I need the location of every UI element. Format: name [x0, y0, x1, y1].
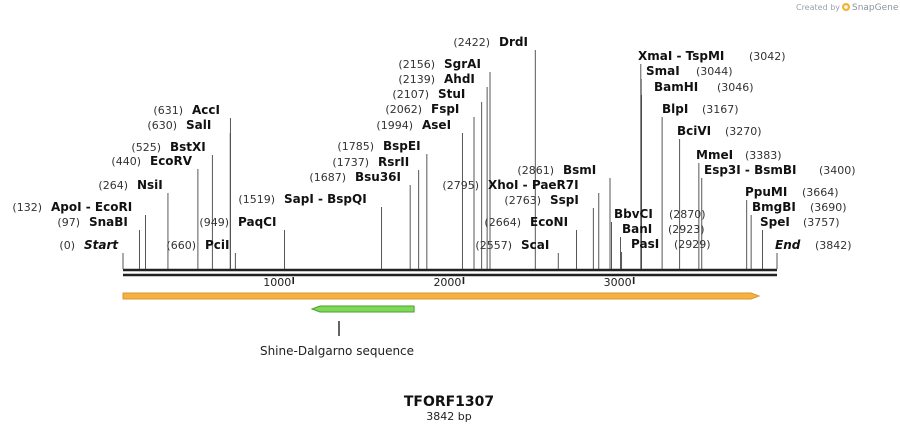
site-label-nsii: NsiI	[137, 178, 163, 192]
site-lines	[122, 50, 778, 269]
site-position: (1785)	[337, 140, 374, 153]
site-label-end: End	[775, 238, 801, 252]
site-position: (3044)	[696, 65, 733, 78]
site-label-stui: StuI	[438, 87, 465, 101]
site-position: (0)	[59, 239, 75, 252]
site-position: (525)	[131, 141, 161, 154]
site-position: (2664)	[484, 216, 521, 229]
site-position: (132)	[12, 201, 42, 214]
site-position: (660)	[166, 239, 196, 252]
site-position: (3042)	[749, 50, 786, 63]
site-position: (2422)	[453, 36, 490, 49]
snapgene-logo-icon	[842, 3, 850, 11]
site-label-ppumi: PpuMI	[745, 185, 787, 199]
credit-text: Created by	[796, 3, 840, 12]
site-position: (3757)	[803, 216, 840, 229]
site-position: (630)	[147, 119, 177, 132]
site-label-drdi: DrdI	[499, 35, 528, 49]
site-position: (3383)	[745, 149, 782, 162]
site-position: (3167)	[702, 103, 739, 116]
site-label-bstxi: BstXI	[170, 140, 206, 154]
site-label-bamhi: BamHI	[654, 80, 698, 94]
site-position: (2156)	[398, 58, 435, 71]
site-position: (2107)	[392, 88, 429, 101]
site-label-bsu36i: Bsu36I	[355, 170, 401, 184]
site-position: (2763)	[504, 194, 541, 207]
site-position: (949)	[199, 216, 229, 229]
site-label-acci: AccI	[192, 103, 220, 117]
shine-dalgarno-feature-arrow	[310, 305, 415, 313]
site-position: (2557)	[475, 239, 512, 252]
site-position: (1737)	[332, 156, 369, 169]
site-label-fspi: FspI	[431, 102, 459, 116]
site-position: (1687)	[309, 171, 346, 184]
site-label-asei: AseI	[422, 118, 451, 132]
site-label-pcii: PciI	[205, 238, 230, 252]
site-label-sali: SalI	[186, 118, 211, 132]
site-label-bspei: BspEI	[383, 139, 421, 153]
plasmid-name: TFORF1307	[404, 394, 494, 410]
backbone	[123, 268, 777, 277]
site-position: (631)	[153, 104, 183, 117]
site-position: (2062)	[385, 103, 422, 116]
site-position: (440)	[111, 155, 141, 168]
site-position: (1994)	[376, 119, 413, 132]
site-label-mmei: MmeI	[696, 148, 733, 162]
site-label-bbvci: BbvCI	[614, 207, 653, 221]
ruler: 1000 2000 3000	[263, 276, 635, 289]
site-position: (3690)	[810, 201, 847, 214]
credit-brand: SnapGene	[852, 3, 899, 13]
site-label-esp3i-bsmbi: Esp3I - BsmBI	[704, 163, 796, 177]
site-label-bmgbi: BmgBI	[752, 200, 796, 214]
site-label-blpi: BlpI	[662, 102, 688, 116]
features: Shine-Dalgarno sequence	[122, 292, 761, 358]
site-position: (2139)	[398, 73, 435, 86]
shine-dalgarno-label: Shine-Dalgarno sequence	[260, 344, 414, 358]
site-labels: (0) Start (97) SnaBI (132) ApoI - EcoRI …	[12, 35, 855, 252]
ruler-label-3000: 3000	[604, 276, 632, 289]
site-label-bani: BanI	[622, 222, 652, 236]
site-label-bsmi: BsmI	[563, 163, 596, 177]
site-position: (2870)	[669, 208, 706, 221]
site-label-xhoi-paer7i: XhoI - PaeR7I	[488, 178, 579, 192]
ruler-label-1000: 1000	[263, 276, 291, 289]
site-label-pasi: PasI	[631, 237, 659, 251]
site-label-smai: SmaI	[646, 64, 680, 78]
site-label-xmai-tspmi: XmaI - TspMI	[638, 49, 724, 63]
site-position: (2923)	[668, 223, 705, 236]
ruler-label-2000: 2000	[433, 276, 461, 289]
site-label-scai: ScaI	[521, 238, 549, 252]
site-label-ahdi: AhdI	[444, 72, 475, 86]
site-position: (97)	[57, 216, 80, 229]
site-label-ecorv: EcoRV	[150, 154, 193, 168]
site-position: (1519)	[238, 193, 275, 206]
site-label-snabi: SnaBI	[89, 215, 128, 229]
plasmid-length: 3842 bp	[426, 410, 471, 423]
site-position: (3842)	[815, 239, 852, 252]
site-label-sspi: SspI	[550, 193, 579, 207]
site-position: (3664)	[802, 186, 839, 199]
site-label-rsrii: RsrII	[378, 155, 409, 169]
site-position: (3270)	[725, 125, 762, 138]
site-position: (3046)	[717, 81, 754, 94]
site-position: (2795)	[442, 179, 479, 192]
site-label-sgrai: SgrAI	[444, 57, 481, 71]
site-position: (264)	[98, 179, 128, 192]
site-position: (2861)	[517, 164, 554, 177]
site-label-start: Start	[84, 238, 119, 252]
site-label-apoi-ecori: ApoI - EcoRI	[51, 200, 132, 214]
site-position: (2929)	[674, 238, 711, 251]
site-label-sapi-bspqi: SapI - BspQI	[284, 192, 367, 206]
orange-feature-arrow	[122, 292, 761, 300]
site-label-econi: EcoNI	[530, 215, 568, 229]
site-label-spei: SpeI	[760, 215, 790, 229]
site-label-bcivi: BciVI	[677, 124, 711, 138]
site-label-paqci: PaqCI	[238, 215, 276, 229]
site-position: (3400)	[819, 164, 856, 177]
